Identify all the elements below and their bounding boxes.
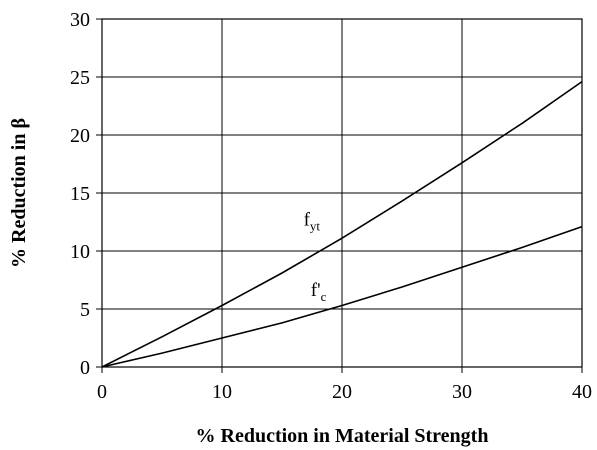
grid-lines — [96, 18, 583, 373]
series-lines — [101, 80, 583, 368]
tick-labels: 0 10 20 30 40 0 5 10 15 20 25 30 — [70, 9, 592, 403]
series-line-1 — [101, 225, 583, 368]
x-tick-label: 30 — [452, 381, 472, 403]
y-tick-label: 5 — [80, 299, 90, 321]
y-tick-label: 0 — [80, 357, 90, 379]
y-tick-label: 15 — [70, 183, 90, 205]
y-tick-label: 30 — [70, 9, 90, 31]
x-tick-label: 10 — [212, 381, 232, 403]
series-label-main: f — [304, 209, 311, 230]
y-tick-label: 20 — [70, 125, 90, 147]
x-tick-label: 20 — [332, 381, 352, 403]
plot-area-border — [101, 18, 583, 368]
x-axis-title: % Reduction in Material Strength — [196, 425, 489, 447]
y-tick-label: 10 — [70, 241, 90, 263]
series-label-main: f' — [311, 280, 321, 301]
series-line-0 — [101, 80, 583, 368]
series-label-1: f'c — [311, 280, 327, 304]
series-labels: fyt f'c — [304, 209, 327, 304]
series-label-0: fyt — [304, 209, 321, 233]
x-tick-label: 0 — [97, 381, 107, 403]
series-label-subscript: c — [321, 289, 327, 304]
series-label-subscript: yt — [310, 218, 321, 233]
y-tick-label: 25 — [70, 67, 90, 89]
y-axis-title: % Reduction in β — [8, 118, 30, 268]
x-tick-label: 40 — [572, 381, 592, 403]
